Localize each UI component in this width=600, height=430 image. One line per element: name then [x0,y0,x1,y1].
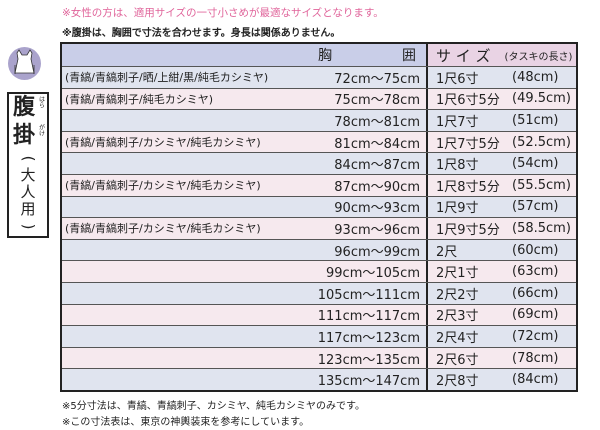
cell-size: 1尺7寸 [426,110,506,131]
haragake-garment-icon [8,47,41,80]
table-row: 96cm～99cm 2尺 (60cm) [62,238,576,261]
cell-cm: (54cm) [512,156,559,172]
table-row: 117cm～123cm 2尺4寸 (72cm) [62,325,576,347]
cell-chest: 90cm～93cm [334,201,420,217]
cell-material: (青縞/青縞刺子/純毛カシミヤ) [65,92,213,106]
cell-size: 2尺2寸 [426,282,506,304]
header-size-note: (タスキの長さ) [504,51,573,63]
cell-cm: (60cm) [512,242,559,258]
cell-size: 2尺4寸 [426,326,506,347]
women-size-note: ※女性の方は、適用サイズの一寸小さめが最適なサイズとなります。 [62,7,384,19]
subtitle-char: 用 [20,200,36,218]
cell-size: 2尺6寸 [426,347,506,369]
cell-size: 1尺8寸5分 [426,174,506,196]
cell-cm: (49.5cm) [512,91,571,107]
cell-chest: 75cm～78cm [334,93,420,109]
table-row: (青縞/青縞刺子/カシミヤ/純毛カシミヤ) 87cm～90cm 1尺8寸5分 (55.… [62,173,576,196]
reference-note: ※この寸法表は、東京の神輿装束を参考にしています。 [62,417,310,428]
ruby: がけ [37,124,45,136]
table-header: 胸 囲 サ イ ズ (タスキの長さ) [62,44,576,66]
cell-size: 1尺9寸 [426,196,506,218]
chest-measure-note: ※腹掛は、胸囲で寸法を合わせます。身長は関係ありません。 [62,28,341,39]
cell-cm: (51cm) [512,112,559,128]
cell-cm: (66cm) [512,285,559,301]
cell-size: 1尺7寸5分 [426,131,506,153]
table-row: 78cm～81cm 1尺7寸 (51cm) [62,109,576,131]
table-row: 135cm～147cm 2尺8寸 (84cm) [62,368,576,390]
cell-chest: 123cm～135cm [317,352,420,368]
cell-material: (青縞/青縞刺子/カシミヤ/純毛カシミヤ) [65,222,261,236]
cell-material: (青縞/青縞刺子/カシミヤ/純毛カシミヤ) [65,136,261,150]
cell-cm: (55.5cm) [512,177,571,193]
size-table: 胸 囲 サ イ ズ (タスキの長さ) (青縞/青縞刺子/晒/上紺/黒/純毛カシミヤ)… [60,42,578,392]
cell-size: 2尺1寸 [426,261,506,282]
cell-chest: 99cm～105cm [326,266,420,282]
cell-chest: 72cm～75cm [334,71,420,87]
header-chest-2: 囲 [402,48,416,64]
table-row: (青縞/青縞刺子/晒/上紺/黒/純毛カシミヤ) 72cm～75cm 1尺6寸 (48c… [62,66,576,88]
cell-material: (青縞/青縞刺子/晒/上紺/黒/純毛カシミヤ) [65,71,269,85]
cell-cm: (52.5cm) [512,134,571,150]
table-row: 90cm～93cm 1尺9寸 (57cm) [62,195,576,218]
table-row: 111cm～117cm 2尺3寸 (69cm) [62,303,576,326]
cell-cm: (72cm) [512,328,559,344]
cell-size: 1尺8寸 [426,153,506,174]
header-size: サ イ ズ [436,46,491,65]
table-row: 99cm～105cm 2尺1寸 (63cm) [62,260,576,282]
table-row: (青縞/青縞刺子/カシミヤ/純毛カシミヤ) 93cm～96cm 1尺9寸5分 (58.… [62,217,576,239]
cell-chest: 78cm～81cm [334,114,420,130]
cell-size: 1尺6寸5分 [426,88,506,110]
cell-cm: (58.5cm) [512,220,571,236]
half-size-note: ※5分寸法は、青縞、青縞刺子、カシミヤ、純毛カシミヤのみです。 [62,401,365,412]
table-row: (青縞/青縞刺子/カシミヤ/純毛カシミヤ) 81cm～84cm 1尺7寸5分 (52.… [62,130,576,153]
cell-cm: (78cm) [512,350,559,366]
table-row: 105cm～111cm 2尺2寸 (66cm) [62,281,576,304]
subtitle-char: 大 [20,166,36,184]
cell-chest: 87cm～90cm [334,179,420,195]
cell-cm: (57cm) [512,199,559,215]
cell-chest: 96cm～99cm [334,244,420,260]
cell-size: 2尺8寸 [426,369,506,390]
cell-cm: (48cm) [512,69,559,85]
cell-cm: (63cm) [512,264,559,280]
cell-chest: 135cm～147cm [317,374,420,390]
subtitle-char: ) [19,223,38,230]
product-title-badge: 腹 はら 掛 がけ ( 大 人 用 ) [7,92,49,238]
cell-size: 1尺9寸5分 [426,218,506,239]
cell-chest: 84cm～87cm [334,158,420,174]
table-row: 84cm～87cm 1尺8寸 (54cm) [62,152,576,174]
cell-size: 1尺6寸 [426,67,506,88]
table-row: (青縞/青縞刺子/純毛カシミヤ) 75cm～78cm 1尺6寸5分 (49.5cm) [62,87,576,110]
ruby: はら [37,96,45,108]
cell-chest: 93cm～96cm [334,222,420,238]
title-char: 腹 [12,95,35,120]
subtitle-char: ( [19,155,38,162]
subtitle-char: 人 [20,183,36,201]
title-char: 掛 [12,123,35,148]
cell-chest: 105cm～111cm [317,287,420,303]
cell-cm: (69cm) [512,307,559,323]
header-chest-1: 胸 [318,48,332,64]
table-row: 123cm～135cm 2尺6寸 (78cm) [62,346,576,369]
cell-chest: 81cm～84cm [334,136,420,152]
cell-size: 2尺3寸 [426,304,506,326]
cell-cm: (84cm) [512,372,559,388]
cell-chest: 111cm～117cm [317,309,420,325]
cell-size: 2尺 [426,239,506,261]
cell-material: (青縞/青縞刺子/カシミヤ/純毛カシミヤ) [65,179,261,193]
cell-chest: 117cm～123cm [317,330,420,346]
